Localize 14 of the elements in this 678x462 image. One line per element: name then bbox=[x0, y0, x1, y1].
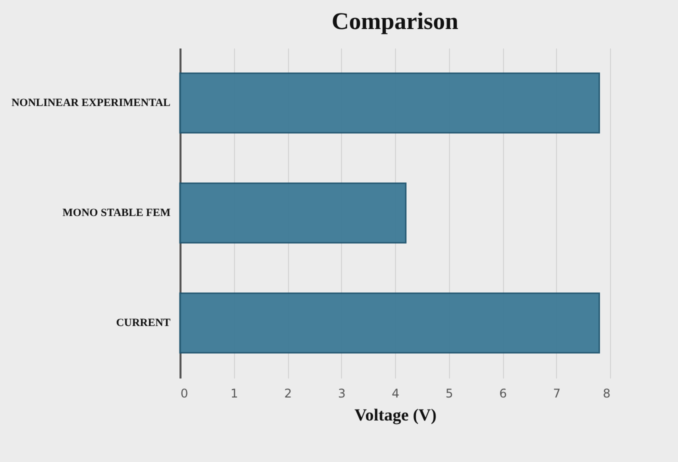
x-tick-label: 3 bbox=[338, 386, 346, 400]
y-tick-label: MONO STABLE FEM bbox=[62, 207, 172, 219]
x-tick-label: 4 bbox=[392, 386, 400, 400]
x-tick-label: 5 bbox=[445, 386, 454, 400]
y-tick-label: CURRENT bbox=[116, 317, 172, 329]
x-tick-label: 7 bbox=[552, 386, 561, 400]
x-tick-label: 6 bbox=[499, 386, 507, 400]
x-tick-label: 0 bbox=[180, 386, 188, 400]
x-tick-label: 2 bbox=[284, 386, 292, 400]
x-axis-title: Voltage (V) bbox=[354, 406, 436, 424]
x-tick-label: 1 bbox=[230, 386, 238, 400]
x-tick-label: 8 bbox=[602, 386, 610, 400]
chart-title: Comparison bbox=[332, 9, 458, 35]
y-tick-label: NONLINEAR EXPERIMENTAL bbox=[11, 97, 170, 109]
